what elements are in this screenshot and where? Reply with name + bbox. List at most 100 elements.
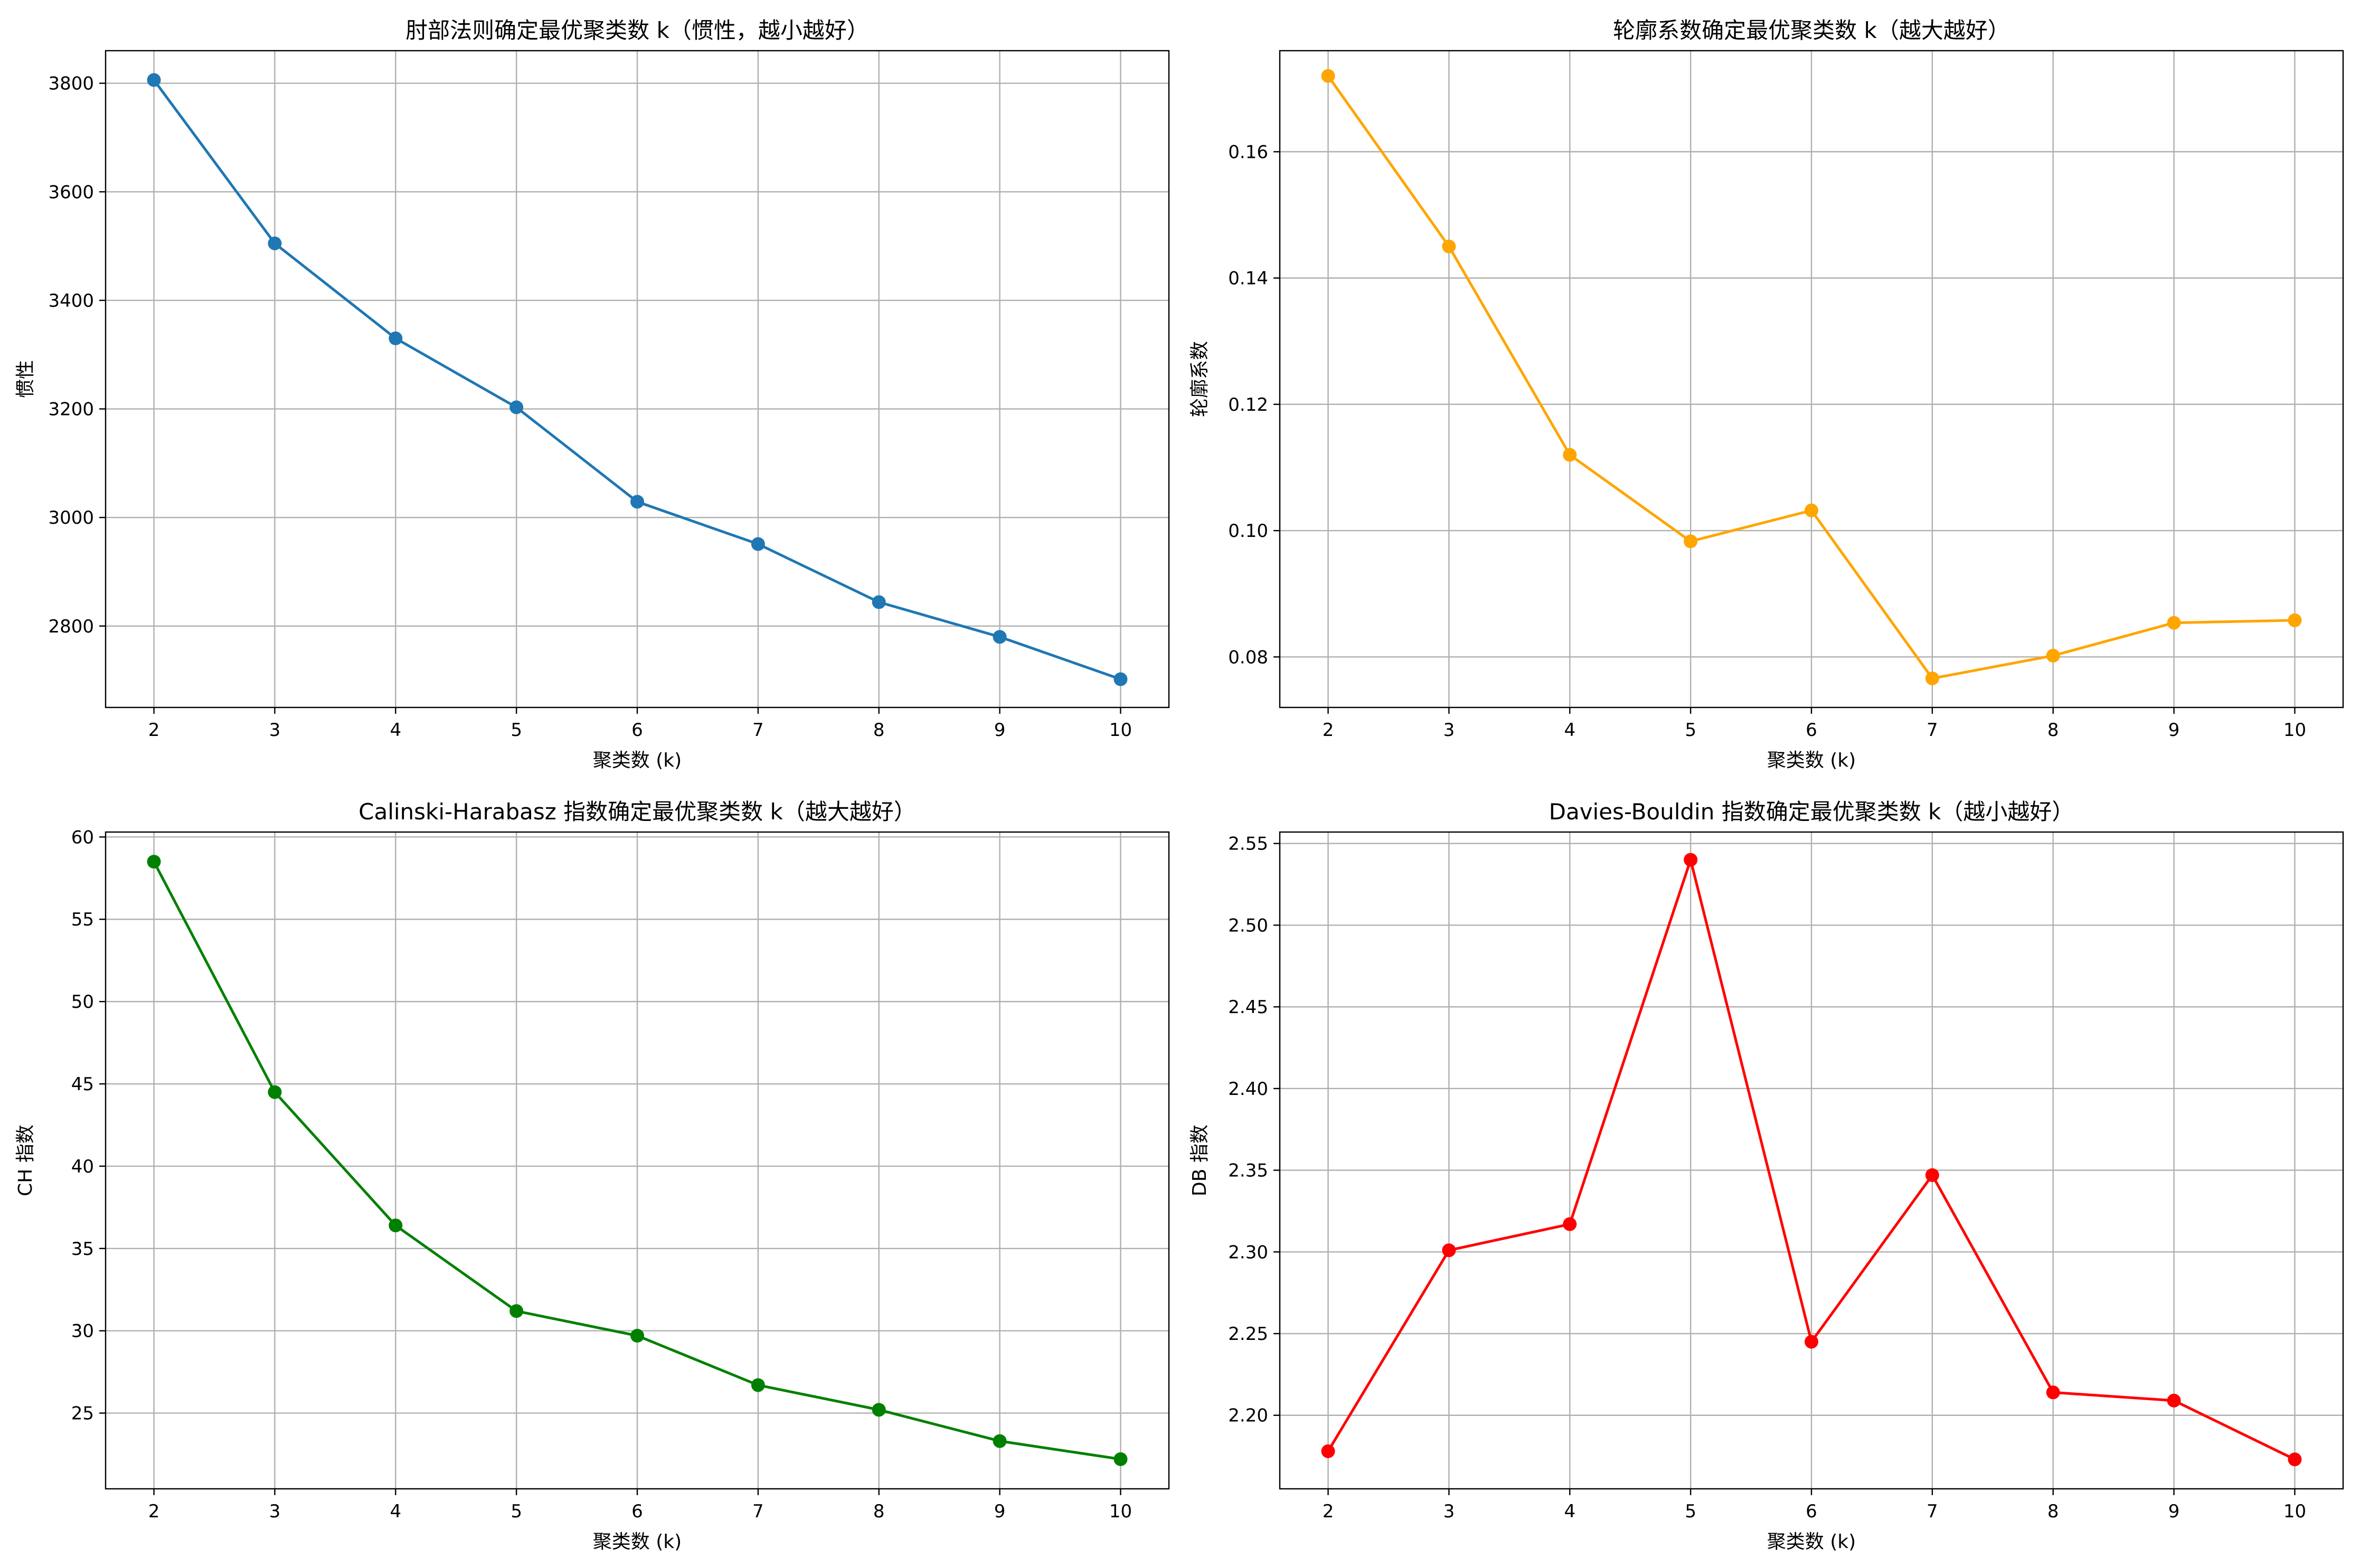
y-tick-label: 3800 [48, 73, 94, 95]
x-tick-label: 10 [1109, 720, 1132, 741]
axes-frame [1279, 831, 2344, 1490]
y-tick-label: 0.16 [1228, 141, 1268, 163]
x-axis-label: 聚类数 (k) [593, 750, 682, 771]
data-point [1321, 69, 1335, 83]
x-tick-label: 6 [1806, 720, 1817, 741]
y-axis-label: DB 指数 [1189, 1125, 1211, 1196]
y-tick-label: 30 [71, 1321, 94, 1342]
y-tick-label: 2.25 [1228, 1324, 1268, 1345]
chart-title: Davies-Bouldin 指数确定最优聚类数 k（越小越好） [1549, 799, 2074, 825]
data-point [2288, 613, 2302, 627]
data-point [1805, 1335, 1818, 1349]
y-tick-label: 0.14 [1228, 268, 1268, 289]
chart-title: Calinski-Harabasz 指数确定最优聚类数 k（越大越好） [358, 799, 916, 825]
y-tick-label: 2.30 [1228, 1242, 1268, 1263]
data-point [2046, 1385, 2060, 1400]
x-tick-label: 2 [148, 720, 160, 741]
data-point [993, 630, 1007, 644]
y-tick-label: 0.12 [1228, 394, 1268, 415]
data-point [1925, 671, 1939, 685]
x-tick-label: 7 [1927, 1501, 1938, 1522]
x-tick-label: 3 [1443, 1501, 1455, 1522]
y-tick-label: 45 [71, 1074, 94, 1095]
chart-panel-4: 2 3 4 5 6 7 8 9 10 2.20 2.25 2.30 2.35 2.40 2.45 2.50 2.… [1189, 799, 2344, 1553]
data-point [1442, 239, 1456, 253]
data-point [630, 495, 644, 509]
data-point [2167, 616, 2181, 630]
y-tick-label: 2.50 [1228, 915, 1268, 936]
data-point [872, 595, 886, 609]
x-axis-label: 聚类数 (k) [1767, 1531, 1856, 1553]
x-tick-label: 9 [994, 720, 1006, 741]
x-tick-label: 2 [1323, 1501, 1334, 1522]
chart-panel-3: 2 3 4 5 6 7 8 9 102530354045505560Calinski-Harab… [15, 799, 1170, 1553]
x-tick-label: 4 [1564, 720, 1575, 741]
data-point [389, 331, 403, 345]
data-point [268, 1085, 282, 1099]
data-point [147, 855, 161, 869]
y-tick-label: 40 [71, 1156, 94, 1177]
data-point [872, 1403, 886, 1417]
x-tick-label: 10 [2283, 720, 2306, 741]
x-tick-label: 8 [873, 1501, 885, 1522]
x-tick-label: 4 [390, 1501, 401, 1522]
x-tick-label: 7 [1927, 720, 1938, 741]
x-tick-label: 4 [1564, 1501, 1575, 1522]
data-point [1805, 503, 1818, 517]
data-point [1563, 448, 1577, 462]
y-tick-label: 35 [71, 1239, 94, 1260]
y-tick-label: 2800 [48, 616, 94, 637]
x-tick-label: 5 [1685, 1501, 1696, 1522]
data-point [389, 1218, 403, 1233]
data-point [751, 1378, 765, 1392]
data-point [509, 1304, 524, 1318]
x-tick-label: 6 [1806, 1501, 1817, 1522]
x-tick-label: 4 [390, 720, 401, 741]
x-tick-label: 3 [1443, 720, 1455, 741]
y-axis-label: 轮廓系数 [1189, 341, 1211, 417]
data-point [1925, 1168, 1939, 1182]
x-tick-label: 3 [269, 1501, 281, 1522]
x-tick-label: 8 [873, 720, 885, 741]
y-tick-label: 2.40 [1228, 1079, 1268, 1100]
data-point [993, 1434, 1007, 1448]
axes-frame [1279, 50, 2344, 709]
y-tick-label: 0.08 [1228, 647, 1268, 668]
x-tick-label: 7 [752, 720, 764, 741]
y-tick-label: 3000 [48, 507, 94, 528]
data-point [268, 236, 282, 250]
axes-frame [105, 831, 1170, 1490]
x-tick-label: 3 [269, 720, 281, 741]
y-tick-label: 3600 [48, 182, 94, 203]
y-tick-label: 2.20 [1228, 1405, 1268, 1427]
y-axis-label: CH 指数 [15, 1125, 36, 1196]
data-point [1684, 534, 1698, 549]
x-tick-label: 7 [752, 1501, 764, 1522]
x-tick-label: 5 [511, 720, 522, 741]
data-point [1321, 1444, 1335, 1458]
y-tick-label: 50 [71, 991, 94, 1013]
y-tick-label: 3200 [48, 399, 94, 420]
data-point [1684, 853, 1698, 867]
x-tick-label: 6 [631, 720, 643, 741]
data-point [2046, 648, 2060, 663]
x-tick-label: 8 [2047, 720, 2059, 741]
data-point [2288, 1452, 2302, 1467]
x-tick-label: 2 [1323, 720, 1334, 741]
data-point [2167, 1393, 2181, 1408]
x-tick-label: 9 [2168, 720, 2180, 741]
x-axis-label: 聚类数 (k) [593, 1531, 682, 1553]
y-tick-label: 25 [71, 1403, 94, 1424]
y-tick-label: 3400 [48, 290, 94, 311]
chart-title: 轮廓系数确定最优聚类数 k（越大越好） [1613, 17, 2010, 43]
data-point [1113, 672, 1128, 686]
x-tick-label: 5 [1685, 720, 1696, 741]
x-tick-label: 9 [994, 1501, 1006, 1522]
data-point [147, 73, 161, 87]
y-tick-label: 2.45 [1228, 997, 1268, 1018]
x-tick-label: 6 [631, 1501, 643, 1522]
x-tick-label: 9 [2168, 1501, 2180, 1522]
chart-panel-1: 2 3 4 5 6 7 8 9 10 2800 3000 3200 3400 3600 3800 肘部法则确定… [15, 17, 1170, 771]
y-axis-label: 惯性 [15, 360, 36, 398]
